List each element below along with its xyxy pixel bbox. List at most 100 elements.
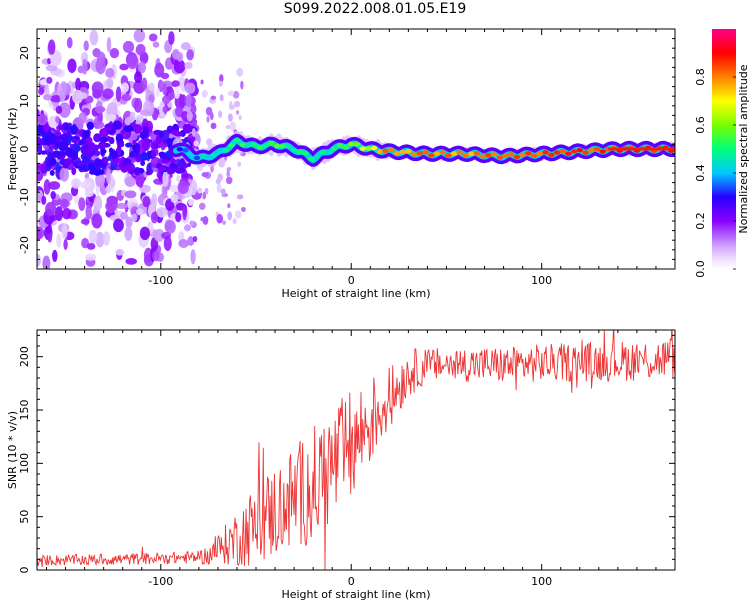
- spectrogram-ridge-cell: [416, 151, 423, 156]
- spectrogram-noise-cell: [236, 194, 244, 200]
- spectrogram-noise-cell: [99, 127, 109, 138]
- spectrogram-noise-cell: [192, 235, 198, 243]
- spectrogram-noise-cell: [134, 167, 140, 176]
- spectrogram-noise-cell: [188, 179, 193, 184]
- spectrogram-noise-cell: [37, 108, 40, 117]
- spectrogram-noise-cell: [95, 172, 106, 188]
- spectrogram-noise-cell: [191, 186, 196, 192]
- spectrogram-ridge-cell: [513, 154, 521, 160]
- spectrogram-noise-cell: [139, 152, 149, 161]
- spectrogram-noise-cell: [184, 82, 196, 94]
- spectrogram-noise-cell: [134, 71, 143, 84]
- bottom-y-tick-label: 50: [18, 510, 31, 524]
- spectrogram-noise-cell: [188, 198, 194, 206]
- spectrogram-noise-cell: [93, 121, 105, 129]
- spectrogram-noise-cell: [187, 236, 195, 246]
- spectrogram-ridge-cell: [222, 148, 229, 153]
- spectrogram-ridge-cell: [519, 152, 526, 157]
- spectrogram-noise-cell: [216, 213, 223, 224]
- spectrogram-ridge-cell: [553, 150, 561, 155]
- spectrogram-noise-cell: [55, 161, 61, 173]
- spectrogram-noise-cell: [55, 115, 60, 124]
- spectrogram-noise-cell: [65, 147, 73, 157]
- bottom-y-tick-label: 100: [18, 453, 31, 474]
- spectrogram-ridge-cell: [233, 138, 241, 143]
- spectrogram-noise-cell: [132, 139, 137, 146]
- spectrogram-noise-cell: [152, 41, 160, 48]
- spectrogram-noise-cell: [105, 185, 112, 194]
- spectrogram-noise-cell: [218, 110, 223, 118]
- spectrogram-ridge-cell: [182, 148, 189, 153]
- spectrogram-noise-cell: [185, 94, 192, 108]
- spectrogram-noise-cell: [102, 231, 111, 246]
- spectrogram-noise-cell: [180, 42, 191, 51]
- spectrogram-noise-cell: [124, 226, 133, 241]
- spectrogram-noise-cell: [54, 131, 61, 137]
- spectrogram-noise-cell: [193, 140, 199, 147]
- bottom-ylabel: SNR (10 * v/v): [6, 411, 19, 489]
- spectrogram-ridge-cell: [536, 151, 543, 156]
- spectrogram-noise-cell: [43, 137, 52, 146]
- spectrogram-ridge-cell: [599, 149, 606, 154]
- spectrogram-noise-cell: [178, 162, 188, 168]
- spectrogram-noise-cell: [105, 114, 117, 121]
- snr-series-line: [37, 330, 675, 570]
- spectrogram-noise-cell: [78, 112, 87, 124]
- spectrogram-ridge-cell: [588, 148, 595, 153]
- spectrogram-noise-cell: [141, 77, 148, 90]
- spectrogram-noise-cell: [81, 130, 90, 139]
- spectrogram-noise-cell: [133, 124, 143, 134]
- spectrogram-noise-cell: [169, 184, 180, 193]
- spectrogram-noise-cell: [216, 183, 222, 194]
- spectrogram-noise-cell: [186, 111, 193, 122]
- spectrogram-noise-cell: [135, 146, 141, 154]
- spectrogram-noise-cell: [59, 167, 69, 182]
- spectrogram-noise-cell: [70, 178, 82, 189]
- spectrogram-ridge-cell: [479, 154, 486, 159]
- spectrogram-noise-cell: [106, 36, 112, 53]
- spectrogram-ridge-cell: [576, 147, 583, 153]
- spectrogram-ridge-cell: [462, 153, 469, 158]
- spectrogram-noise-cell: [43, 179, 51, 195]
- spectrogram-ridge-cell: [199, 153, 206, 159]
- spectrogram-noise-cell: [107, 155, 112, 161]
- spectrogram-noise-cell: [40, 150, 47, 155]
- spectrogram-noise-cell: [93, 158, 102, 168]
- colorbar-tick-label: 0.2: [694, 212, 707, 230]
- spectrogram-noise-cell: [148, 33, 158, 42]
- spectrogram-noise-cell: [210, 122, 217, 130]
- spectrogram-noise-cell: [227, 211, 233, 221]
- spectrogram-noise-cell: [158, 151, 166, 158]
- top-y-tick-label: 0: [18, 146, 31, 153]
- spectrogram-noise-cell: [232, 90, 240, 99]
- spectrogram-ridge-cell: [273, 143, 281, 149]
- top-y-tick-label: 20: [18, 46, 31, 60]
- spectrogram-noise-cell: [44, 83, 50, 98]
- spectrogram-noise-cell: [228, 104, 235, 110]
- spectrogram-noise-cell: [171, 48, 180, 60]
- spectrogram-ridge-cell: [342, 144, 349, 150]
- spectrogram-ridge-cell: [450, 151, 458, 156]
- spectrogram-ridge-cell: [268, 140, 275, 146]
- spectrogram-noise-cell: [240, 80, 244, 90]
- top-frame: [36, 28, 676, 270]
- spectrogram-noise-cell: [119, 63, 129, 71]
- bottom-frame: [36, 329, 676, 571]
- spectrogram-noise-cell: [72, 89, 83, 104]
- spectrogram-noise-cell: [103, 156, 108, 164]
- spectrogram-noise-cell: [175, 211, 182, 223]
- spectrogram-noise-cell: [158, 101, 166, 117]
- spectrogram-ridge-cell: [405, 148, 412, 154]
- bottom-y-tick-label: 0: [18, 567, 31, 574]
- spectrogram-noise-cell: [40, 163, 47, 173]
- spectrogram-noise-cell: [237, 161, 242, 167]
- spectrogram-noise-cell: [201, 90, 208, 98]
- spectrogram-noise-cell: [139, 226, 151, 241]
- top-x-tick-label: 0: [348, 274, 355, 287]
- spectrogram-noise-cell: [115, 202, 128, 210]
- spectrogram-noise-cell: [88, 229, 98, 245]
- spectrogram-noise-cell: [45, 201, 57, 217]
- spectrogram-ridge-cell: [285, 143, 292, 149]
- spectrogram-noise-cell: [227, 113, 233, 122]
- spectrogram-noise-cell: [169, 162, 176, 169]
